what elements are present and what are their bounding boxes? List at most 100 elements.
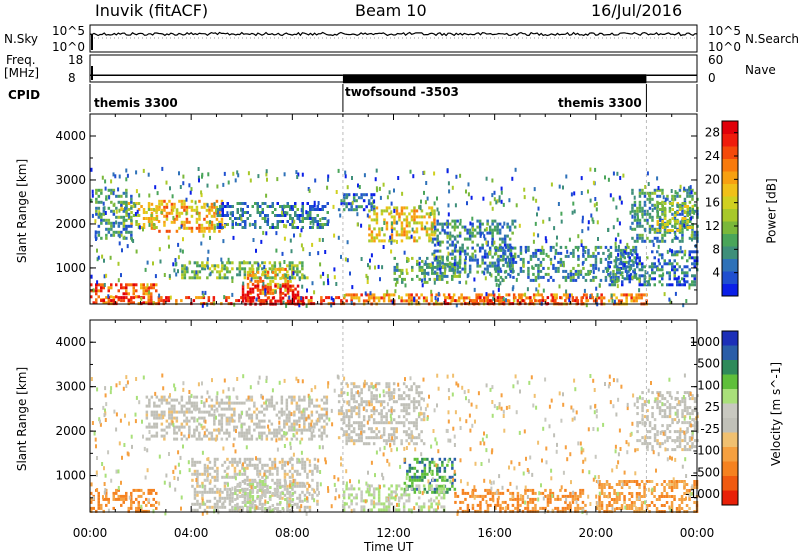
echo-cell (280, 413, 284, 417)
echo-cell (681, 227, 684, 231)
echo-cell (245, 398, 249, 402)
echo-cell (638, 206, 642, 210)
echo-cell (614, 241, 617, 246)
echo-cell (301, 226, 304, 229)
echo-cell (135, 220, 138, 223)
echo-cell (400, 221, 404, 225)
echo-cell (286, 202, 289, 205)
echo-cell (218, 220, 221, 224)
echo-cell (298, 505, 302, 509)
ytick-label: 4000 (55, 129, 86, 143)
echo-cell (377, 421, 381, 425)
echo-cell (278, 481, 282, 485)
echo-cell (280, 410, 284, 414)
echo-cell (372, 442, 376, 446)
echo-cell (313, 203, 316, 208)
echo-cell (276, 273, 279, 277)
echo-cell (671, 212, 674, 216)
echo-cell (360, 293, 363, 297)
echo-cell (251, 463, 254, 467)
echo-cell (648, 197, 652, 201)
echo-cell (691, 211, 694, 214)
echo-cell (290, 398, 294, 402)
echo-cell (451, 256, 454, 260)
echo-cell (377, 436, 381, 440)
echo-cell (536, 212, 538, 217)
echo-cell (436, 228, 439, 232)
echo-cell (643, 212, 647, 216)
echo-cell (410, 293, 413, 297)
echo-cell (275, 431, 279, 435)
echo-cell (158, 404, 161, 408)
echo-cell (226, 261, 229, 265)
echo-cell (188, 401, 191, 405)
echo-cell (296, 460, 299, 464)
echo-cell (471, 225, 474, 229)
echo-cell (97, 289, 100, 293)
echo-cell (360, 205, 363, 209)
echo-cell (344, 170, 347, 175)
echo-cell (210, 205, 214, 209)
echo-cell (666, 220, 669, 223)
echo-cell (455, 174, 458, 179)
echo-cell (493, 240, 496, 245)
echo-cell (256, 282, 260, 286)
echo-cell (275, 413, 279, 417)
echo-cell (661, 239, 664, 243)
echo-cell (537, 248, 540, 252)
echo-cell (622, 248, 625, 252)
echo-cell (268, 431, 271, 435)
echo-cell (367, 427, 371, 431)
echo-cell (248, 398, 251, 402)
echo-cell (517, 254, 520, 258)
echo-cell (226, 493, 229, 497)
echo-cell (446, 264, 449, 268)
echo-cell (690, 216, 693, 221)
echo-cell (208, 267, 212, 271)
echo-cell (496, 296, 500, 300)
echo-cell (423, 274, 426, 278)
echo-cell (261, 508, 264, 512)
echo-cell (490, 293, 493, 297)
echo-cell (415, 400, 418, 404)
echo-cell (265, 172, 268, 177)
echo-cell (193, 273, 197, 277)
echo-cell (476, 258, 479, 262)
echo-cell (512, 269, 515, 273)
echo-cell (350, 424, 353, 428)
echo-cell (157, 299, 161, 303)
echo-cell (513, 225, 517, 229)
echo-cell (142, 289, 145, 293)
echo-cell (550, 261, 553, 266)
echo-cell (668, 274, 671, 278)
echo-cell (417, 391, 421, 395)
echo-cell (216, 505, 219, 509)
echo-cell (375, 421, 378, 425)
echo-cell (663, 262, 666, 266)
echo-cell (513, 246, 517, 250)
echo-cell (122, 215, 126, 219)
echo-cell (352, 409, 356, 413)
echo-cell (503, 249, 507, 253)
echo-cell (223, 431, 226, 435)
echo-cell (246, 282, 250, 286)
echo-cell (181, 267, 184, 271)
echo-cell (246, 211, 249, 214)
echo-cell (206, 490, 209, 494)
echo-cell (213, 460, 217, 464)
echo-cell (624, 245, 628, 249)
echo-cell (367, 299, 371, 303)
echo-cell (555, 296, 558, 300)
echo-cell (117, 289, 120, 293)
echo-cell (255, 437, 259, 441)
echo-cell (590, 213, 593, 218)
echo-cell (390, 227, 394, 231)
echo-cell (201, 267, 204, 271)
echo-cell (380, 212, 384, 216)
echo-cell (147, 205, 151, 208)
echo-cell (480, 231, 482, 236)
echo-cell (463, 252, 467, 256)
echo-cell (621, 253, 624, 257)
echo-cell (400, 409, 403, 413)
echo-cell (392, 439, 396, 443)
